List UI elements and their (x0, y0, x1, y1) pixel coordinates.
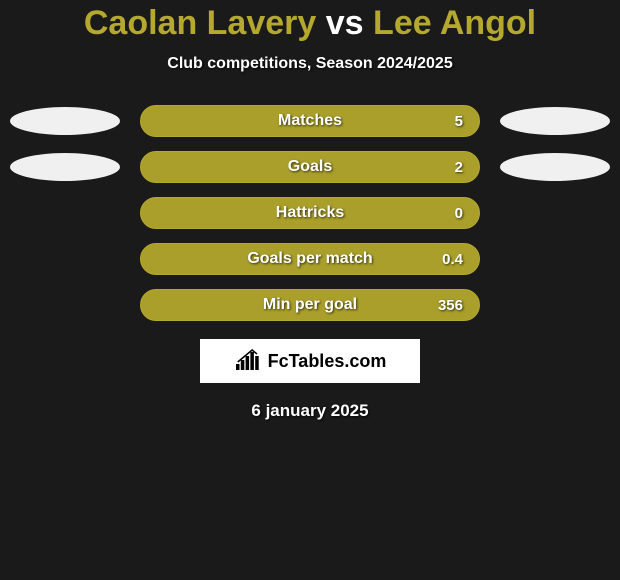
player2-avatar-ellipse (500, 153, 610, 181)
stat-label: Goals (288, 158, 332, 176)
stat-bar: Goals per match 0.4 (140, 243, 480, 275)
stat-row: Min per goal 356 (0, 289, 620, 321)
stat-row: Goals 2 (0, 151, 620, 183)
stat-value: 2 (455, 159, 463, 176)
page-title: Caolan Lavery vs Lee Angol (0, 4, 620, 43)
stat-bar: Hattricks 0 (140, 197, 480, 229)
spacer (10, 245, 120, 273)
stat-bar: Goals 2 (140, 151, 480, 183)
player2-avatar-ellipse (500, 107, 610, 135)
player1-avatar-ellipse (10, 107, 120, 135)
spacer (500, 199, 610, 227)
stat-value: 0 (455, 205, 463, 222)
spacer (10, 199, 120, 227)
spacer (10, 291, 120, 319)
player1-avatar-ellipse (10, 153, 120, 181)
brand-box: FcTables.com (200, 339, 420, 383)
stat-label: Hattricks (276, 204, 344, 222)
stat-rows: Matches 5 Goals 2 Hattricks 0 Goals per match 0… (0, 105, 620, 321)
comparison-card: Caolan Lavery vs Lee Angol Club competit… (0, 0, 620, 421)
player2-name: Lee Angol (373, 4, 536, 42)
stat-bar: Matches 5 (140, 105, 480, 137)
vs-text: vs (326, 4, 364, 42)
subtitle: Club competitions, Season 2024/2025 (0, 55, 620, 73)
spacer (500, 291, 610, 319)
stat-label: Matches (278, 112, 342, 130)
stat-row: Goals per match 0.4 (0, 243, 620, 275)
brand-text: FcTables.com (268, 351, 387, 372)
stat-bar: Min per goal 356 (140, 289, 480, 321)
stat-label: Goals per match (247, 250, 372, 268)
spacer (500, 245, 610, 273)
stat-value: 5 (455, 113, 463, 130)
date-text: 6 january 2025 (0, 401, 620, 421)
stat-value: 0.4 (442, 251, 463, 268)
stat-value: 356 (438, 297, 463, 314)
stat-row: Hattricks 0 (0, 197, 620, 229)
bar-chart-icon (234, 348, 262, 375)
stat-label: Min per goal (263, 296, 357, 314)
stat-row: Matches 5 (0, 105, 620, 137)
player1-name: Caolan Lavery (84, 4, 316, 42)
